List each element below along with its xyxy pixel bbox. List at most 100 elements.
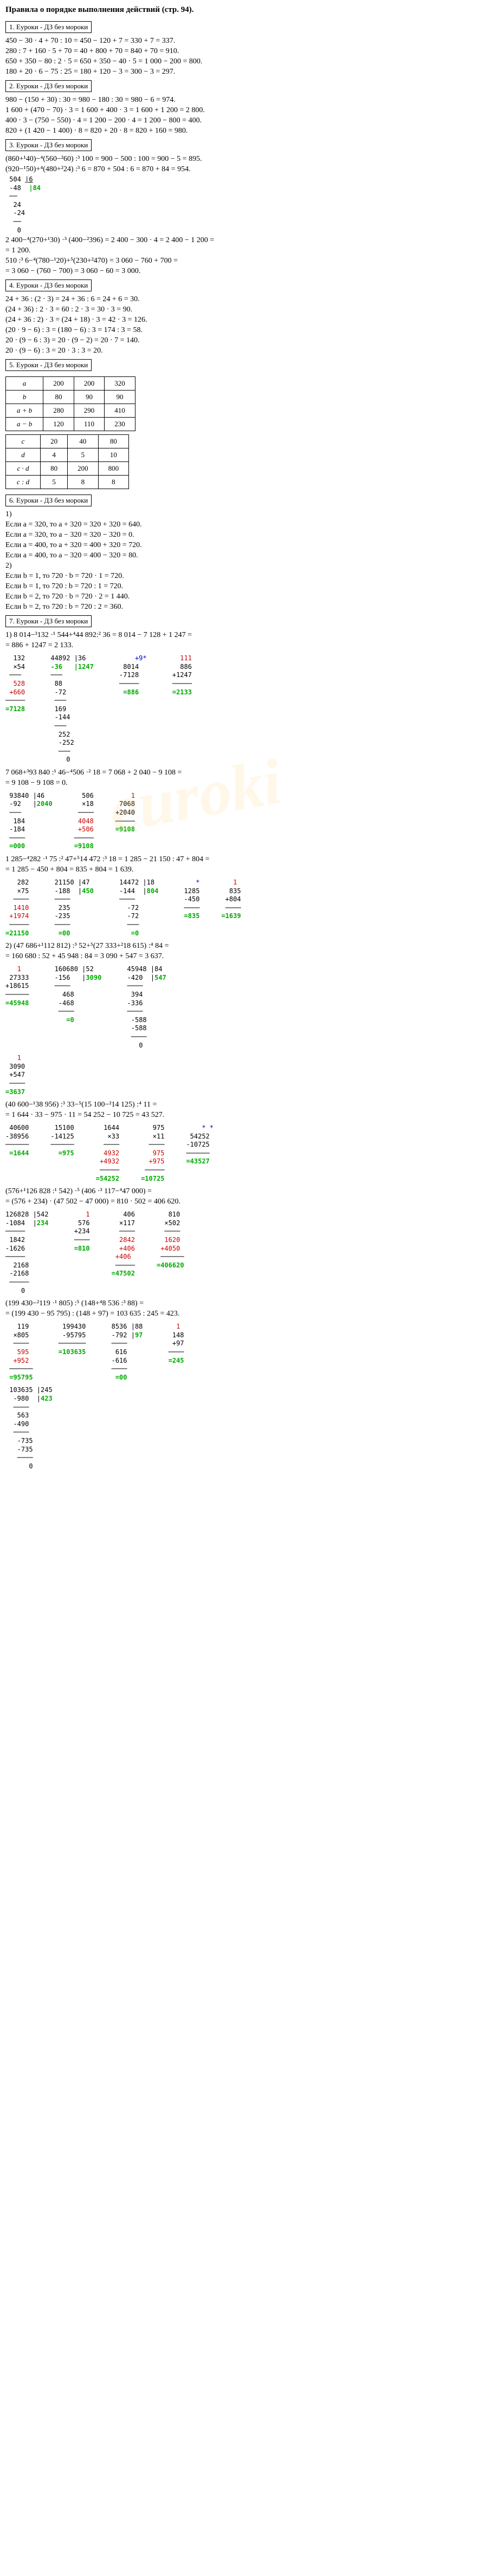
calculation: 45948 |84 -420 |547 ──── 394 -336 ──── -… [123, 965, 166, 1050]
p7b-l2: = 9 108 − 9 108 = 0. [5, 779, 473, 788]
math-line: 1 600 + (470 − 70) · 3 = 1 600 + 400 · 3… [5, 106, 473, 115]
page-title: Правила о порядке выполнения действий (с… [5, 5, 473, 15]
section-box-3: 4. Еуроки - ДЗ без мороки [5, 279, 92, 291]
calculation: 44892 |36 -36 |1247 ─── 88 -72 ─── 169 -… [47, 654, 94, 764]
table-cell: c [6, 435, 41, 448]
table-cell: c · d [6, 462, 41, 476]
math-line: 2 400−⁴(270+¹30) ·³ (400−²396) = 2 400 −… [5, 236, 473, 245]
section-box-2: 3. Еуроки - ДЗ без мороки [5, 139, 92, 151]
math-line: Если b = 1, то 720 · b = 720 · 1 = 720. [5, 572, 473, 581]
calculation: 126828 |542 -1084 |234 ───── 1842 -1626 … [5, 1211, 48, 1295]
table-cell: 40 [68, 435, 99, 448]
calculation: 810 ×502 ──── 1620 +4050 ────── =406620 [157, 1211, 184, 1270]
math-line: 280 : 7 + 160 · 5 + 70 = 40 + 800 + 70 =… [5, 47, 473, 56]
calculation: 406 ×117 ──── 2842 +406 +406 ───── =4750… [112, 1211, 135, 1278]
table-cell: 80 [43, 391, 74, 404]
math-line: = 3 060 − (760 − 700) = 3 060 − 60 = 3 0… [5, 267, 473, 276]
calculation: 160680 |52 -156 |3090 ──── 468 -468 ────… [50, 965, 101, 1024]
table-cell: 290 [74, 404, 105, 418]
calculation: 119 ×805 ──── 595 +952 ────── =95795 [5, 1323, 33, 1382]
table-cell: 200 [74, 377, 105, 391]
table-cell: 120 [43, 418, 74, 431]
calculation: 975 ×11 ──── 975 +975 ───── =10725 [141, 1124, 164, 1183]
calculation: * * 54252 -10725 ────── =43527 [186, 1124, 214, 1166]
table-cell: 5 [68, 448, 99, 462]
calculation: 1 576 +234 ──── =810 [70, 1211, 89, 1253]
table-cell: 80 [41, 462, 68, 476]
math-line: 400 · 3 − (750 − 550) · 4 = 1 200 − 200 … [5, 116, 473, 125]
table-cell: 200 [43, 377, 74, 391]
section-box-7: 7. Еуроки - ДЗ без мороки [5, 615, 92, 627]
calculation: 1 148 +97 ──── =245 [164, 1323, 184, 1365]
table-cell: 280 [43, 404, 74, 418]
math-line: 24 + 36 : (2 · 3) = 24 + 36 : 6 = 24 + 6… [5, 295, 473, 304]
table-cell: 8 [98, 476, 129, 489]
p7e-l1: (40 600−¹38 956) :³ 33−⁵(15 100−²14 125)… [5, 1101, 473, 1109]
table-cell: 80 [98, 435, 129, 448]
calculation: 14472 |18 -144 |804 ──── -72 -72 ─── =0 [115, 879, 158, 938]
p7-l2: = 886 + 1247 = 2 133. [5, 641, 473, 650]
p7c-l1: 1 285−⁴282 ·¹ 75 :² 47+⁵14 472 :³ 18 = 1… [5, 855, 473, 864]
p7e-l2: = 1 644 · 33 − 975 · 11 = 54 252 − 10 72… [5, 1111, 473, 1120]
calculation: 506 ×18 ──── 4048 +506 ───── =9108 [74, 792, 94, 851]
table-cell: 20 [41, 435, 68, 448]
p7-l1: 1) 8 014−³132 ·¹ 544+⁴44 892:² 36 = 8 01… [5, 631, 473, 640]
calculation: 1 27333 +18615 ────── =45948 [5, 965, 29, 1007]
p7d-l1: 2) (47 686+¹112 812) :³ 52+⁵(27 333+²18 … [5, 942, 473, 951]
calculation: 282 ×75 ──── 1410 +1974 ───── =21150 [5, 879, 29, 938]
table-cell: 800 [98, 462, 129, 476]
math-line: (20 · 9 − 6) : 3 = (180 − 6) : 3 = 174 :… [5, 326, 473, 335]
calculation: 132 ×54 ─── 528 +660 ───── =7128 [5, 654, 25, 713]
calculation: 103635 |245 -980 |423 ──── 563 -490 ────… [5, 1386, 53, 1471]
math-line: 650 + 350 − 80 : 2 · 5 = 650 + 350 − 40 … [5, 57, 473, 66]
math-line: 180 + 20 · 6 − 75 : 25 = 180 + 120 − 3 =… [5, 68, 473, 76]
math-line: 450 − 30 · 4 + 70 : 10 = 450 − 120 + 7 =… [5, 37, 473, 45]
p7f-l2: = (576 + 234) · (47 502 − 47 000) = 810 … [5, 1198, 473, 1206]
table-cell: 10 [98, 448, 129, 462]
math-line: Если b = 2, то 720 : b = 720 : 2 = 360. [5, 603, 473, 612]
math-line: 1) [5, 510, 473, 519]
table-cell: a + b [6, 404, 43, 418]
p7b-l1: 7 068+³93 840 :¹ 46−⁴506 ·² 18 = 7 068 +… [5, 769, 473, 777]
table-cell: c : d [6, 476, 41, 489]
p7f-l1: (576+¹126 828 :¹ 542) ·⁵ (406 ·³ 117−⁴47… [5, 1187, 473, 1196]
table-cell: a − b [6, 418, 43, 431]
math-line: Если b = 1, то 720 : b = 720 : 1 = 720. [5, 582, 473, 591]
math-line: 20 · (9 − 6 : 3) = 20 · (9 − 2) = 20 · 7… [5, 336, 473, 345]
table-cell: 5 [41, 476, 68, 489]
math-line: 820 + (1 420 − 1 400) · 8 = 820 + 20 · 8… [5, 127, 473, 135]
calculation: 8536 |88 -792 |97 ──── 616 -616 ──── =00 [107, 1323, 143, 1382]
calculation: 1644 ×33 ──── 4932 +4932 ───── =54252 [96, 1124, 119, 1183]
calculation: 199430 -95795 ─────── =103635 [55, 1323, 86, 1356]
calculation: 15100 -14125 ────── =975 [50, 1124, 74, 1157]
calculation: 1 835 +804 ──── =1639 [221, 879, 241, 921]
section-box-5: 5. Еуроки - ДЗ без мороки [5, 359, 92, 371]
table-cell: 200 [68, 462, 99, 476]
calculation: 111 886 +1247 ───── =2133 [169, 654, 192, 697]
table-cell: a [6, 377, 43, 391]
math-line: 2) [5, 562, 473, 570]
calculation: 1 3090 +547 ──── =3637 [5, 1054, 25, 1096]
table-cell: b [6, 391, 43, 404]
p7g-l1: (199 430−²119 ·¹ 805) :⁵ (148+⁴8 536 :³ … [5, 1299, 473, 1308]
table-cell: 4 [41, 448, 68, 462]
math-line: 980 − (150 + 30) : 30 = 980 − 180 : 30 =… [5, 96, 473, 105]
table-cell: 110 [74, 418, 105, 431]
table-2: c204080d4510c · d80200800c : d588 [5, 434, 129, 489]
table-cell: d [6, 448, 41, 462]
math-line: = 1 200. [5, 246, 473, 255]
math-line: (920−¹50)+⁴(480+²24) :³ 6 = 870 + 504 : … [5, 165, 473, 174]
table-cell: 90 [74, 391, 105, 404]
math-line: (860+¹40)−⁴(560−²60) :³ 100 = 900 − 500 … [5, 155, 473, 164]
calculation: 1 7068 +2040 ───── =9108 [115, 792, 135, 834]
calculation: 40600 -38956 ────── =1644 [5, 1124, 29, 1157]
math-line: Если a = 400, то a − 320 = 400 − 320 = 8… [5, 551, 473, 560]
p7d-l2: = 160 680 : 52 + 45 948 : 84 = 3 090 + 5… [5, 952, 473, 961]
table-cell: 320 [105, 377, 135, 391]
section-box-5: 6. Еуроки - ДЗ без мороки [5, 495, 92, 506]
table-cell: 230 [105, 418, 135, 431]
section-box-1: 2. Еуроки - ДЗ без мороки [5, 80, 92, 92]
table-cell: 90 [105, 391, 135, 404]
calc-504: 504 |6 -48 |84 ── 24 -24 ── 0 [5, 175, 473, 235]
calculation: 21150 |47 -188 |450 ──── 235 -235 ──── =… [50, 879, 93, 938]
